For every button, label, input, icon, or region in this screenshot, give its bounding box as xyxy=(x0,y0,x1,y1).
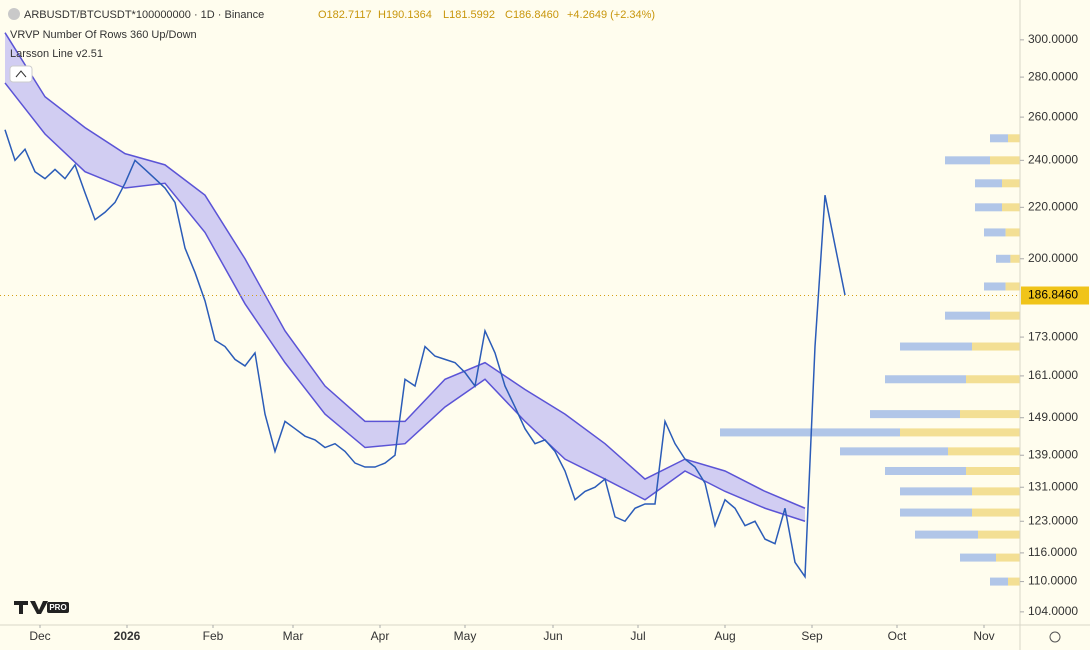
x-tick-label: Aug xyxy=(714,629,735,643)
y-tick-label: 104.0000 xyxy=(1028,604,1078,618)
volume-profile-bar xyxy=(915,530,978,539)
volume-profile-bar xyxy=(900,487,972,496)
volume-profile-bar-up xyxy=(972,487,1020,496)
volume-profile-bar xyxy=(975,203,1002,212)
y-tick-label: 131.0000 xyxy=(1028,479,1078,493)
volume-profile-bar-up xyxy=(1010,254,1020,263)
volume-profile-bar-up xyxy=(966,466,1020,475)
volume-profile-bar xyxy=(945,311,990,320)
volume-profile-bar-up xyxy=(948,447,1020,456)
volume-profile-bar xyxy=(900,508,972,517)
x-tick-label: 2026 xyxy=(114,629,141,643)
y-tick-label: 300.0000 xyxy=(1028,32,1078,46)
y-tick-label: 280.0000 xyxy=(1028,69,1078,83)
volume-profile-bar-up xyxy=(996,553,1020,562)
x-tick-label: Feb xyxy=(203,629,224,643)
volume-profile-bar-up xyxy=(1002,179,1020,188)
volume-profile-bar-up xyxy=(960,410,1020,419)
volume-profile-bar-up xyxy=(1008,577,1020,586)
volume-profile-bar-up xyxy=(1008,134,1020,143)
volume-profile-bar xyxy=(996,254,1011,263)
ohlc-low: L181.5992 xyxy=(443,9,495,21)
last-price-label: 186.8460 xyxy=(1028,288,1078,302)
y-tick-label: 116.0000 xyxy=(1028,545,1077,559)
volume-profile-bar xyxy=(885,375,966,384)
x-tick-label: Oct xyxy=(888,629,907,643)
volume-profile-bar-up xyxy=(972,342,1020,351)
symbol-icon xyxy=(8,8,20,20)
volume-profile-bar xyxy=(984,228,1006,237)
volume-profile-bar-up xyxy=(1002,203,1020,212)
band-fill xyxy=(5,32,805,522)
volume-profile-bar xyxy=(945,156,990,165)
x-tick-label: Sep xyxy=(801,629,823,643)
volume-profile-bar xyxy=(870,410,960,419)
logo-text: PRO xyxy=(49,603,66,612)
ohlc-close: C186.8460 xyxy=(505,9,559,21)
y-tick-label: 123.0000 xyxy=(1028,513,1078,527)
volume-profile-bar xyxy=(975,179,1002,188)
x-tick-label: Mar xyxy=(283,629,304,643)
y-tick-label: 110.0000 xyxy=(1028,574,1077,588)
settings-icon[interactable] xyxy=(1049,631,1061,643)
y-tick-label: 161.0000 xyxy=(1028,368,1078,382)
collapse-button[interactable] xyxy=(9,65,33,83)
volume-profile-bar xyxy=(720,428,900,437)
volume-profile-bar xyxy=(990,577,1008,586)
x-tick-label: Apr xyxy=(371,629,390,643)
logo-badge xyxy=(47,602,69,613)
x-tick-label: Dec xyxy=(29,629,50,643)
x-tick-label: Jun xyxy=(543,629,562,643)
volume-profile-bar-up xyxy=(972,508,1020,517)
ohlc-open: O182.7117 xyxy=(318,9,372,21)
volume-profile-bar-up xyxy=(1005,228,1020,237)
x-tick-label: May xyxy=(454,629,477,643)
volume-profile-bar-up xyxy=(966,375,1020,384)
volume-profile-bar-up xyxy=(900,428,1020,437)
price-line xyxy=(4,129,846,579)
plot xyxy=(4,32,1020,586)
y-tick-label: 139.0000 xyxy=(1028,447,1078,461)
last-price-box xyxy=(1021,286,1089,305)
y-tick-label: 220.0000 xyxy=(1028,199,1078,213)
collapse-icon xyxy=(15,70,27,78)
y-tick-label: 200.0000 xyxy=(1028,251,1078,265)
volume-profile-bar xyxy=(960,553,996,562)
ohlc-high: H190.1364 xyxy=(378,9,432,21)
volume-profile-bar xyxy=(885,466,966,475)
indicator[interactable]: VRVP Number Of Rows 360 Up/Down xyxy=(10,29,197,41)
y-tick-label: 149.0000 xyxy=(1028,410,1078,424)
y-tick-label: 173.0000 xyxy=(1028,329,1078,343)
volume-profile-bar-up xyxy=(1005,282,1020,291)
band-lower xyxy=(4,82,806,522)
x-tick-label: Nov xyxy=(973,629,994,643)
x-tick-label: Jul xyxy=(630,629,645,643)
logo xyxy=(14,601,48,614)
y-tick-label: 260.0000 xyxy=(1028,109,1078,123)
band-upper xyxy=(4,32,806,509)
volume-profile-bar xyxy=(900,342,972,351)
y-tick-label: 240.0000 xyxy=(1028,153,1078,167)
symbol: ARBUSDT/BTCUSDT*100000000 · 1D · Binance xyxy=(24,9,264,21)
volume-profile-bar-up xyxy=(990,156,1020,165)
volume-profile-bar xyxy=(990,134,1008,143)
ohlc-change: +4.2649 (+2.34%) xyxy=(567,9,655,21)
indicator[interactable]: Larsson Line v2.51 xyxy=(10,48,103,60)
volume-profile-bar-up xyxy=(990,311,1020,320)
volume-profile-bar-up xyxy=(978,530,1020,539)
volume-profile-bar xyxy=(840,447,948,456)
volume-profile-bar xyxy=(984,282,1006,291)
